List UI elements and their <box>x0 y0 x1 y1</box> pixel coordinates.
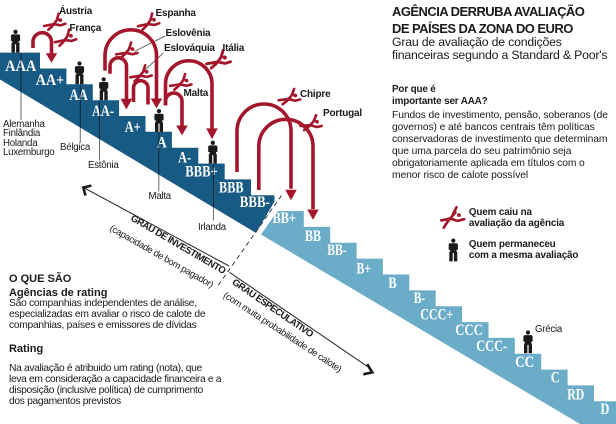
svg-text:AA-: AA- <box>92 103 114 120</box>
svg-text:CC: CC <box>515 354 534 371</box>
svg-text:BB+: BB+ <box>272 210 296 227</box>
svg-text:AA: AA <box>69 87 88 104</box>
svg-text:B-: B- <box>414 290 426 307</box>
svg-text:BBB: BBB <box>219 179 244 196</box>
svg-text:BBB+: BBB+ <box>185 164 218 181</box>
svg-text:A: A <box>157 135 167 152</box>
svg-text:B+: B+ <box>357 261 372 278</box>
svg-text:CCC+: CCC+ <box>420 307 453 324</box>
svg-text:CCC-: CCC- <box>476 338 507 355</box>
svg-text:BBB-: BBB- <box>240 194 270 211</box>
svg-text:D: D <box>601 401 610 418</box>
svg-text:BB-: BB- <box>327 242 347 259</box>
svg-text:C: C <box>551 369 560 386</box>
svg-text:B: B <box>388 275 396 292</box>
svg-text:AA+: AA+ <box>36 72 65 89</box>
svg-text:RD: RD <box>567 386 584 403</box>
svg-text:CCC: CCC <box>455 322 483 339</box>
svg-text:BB: BB <box>305 228 321 245</box>
svg-text:A-: A- <box>178 150 191 167</box>
svg-text:A+: A+ <box>125 119 141 136</box>
